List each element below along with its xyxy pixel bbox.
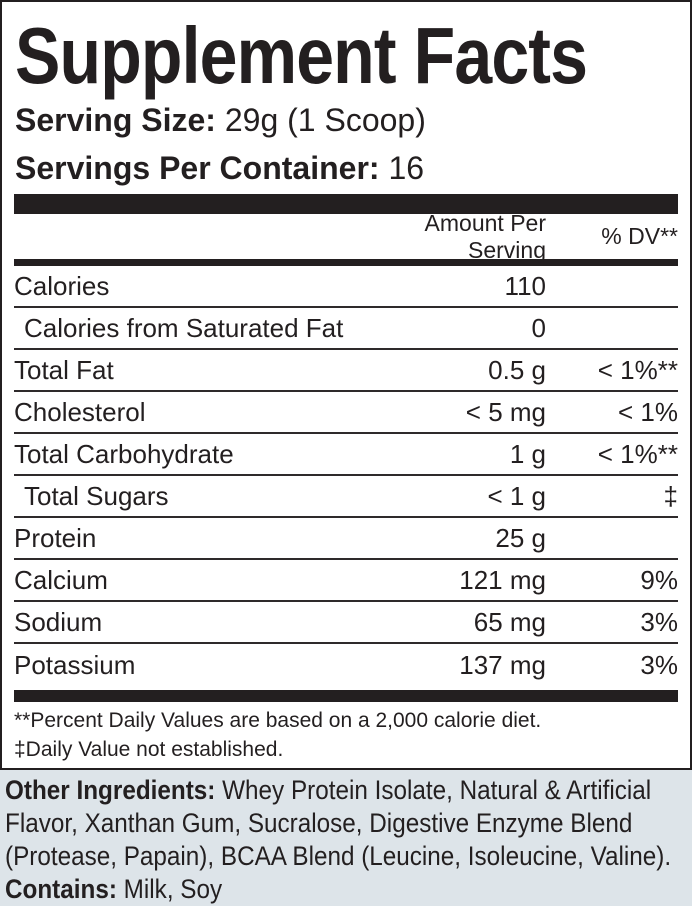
footnote-daily-values: **Percent Daily Values are based on a 2,…	[14, 709, 542, 732]
nutrient-amount: < 1 g	[487, 480, 546, 511]
top-divider-bar	[14, 194, 678, 214]
nutrient-name: Calcium	[14, 564, 108, 595]
contains-line: Contains: Milk, Soy	[5, 873, 687, 906]
percent-dv-header: % DV**	[601, 223, 678, 249]
nutrient-dv: 3%	[640, 606, 678, 637]
nutrient-row: Cholesterol < 5 mg < 1%	[14, 392, 678, 434]
amount-per-serving-header: Amount Per Serving	[424, 209, 546, 263]
nutrient-name: Total Carbohydrate	[14, 438, 234, 469]
nutrient-dv: < 1%**	[597, 438, 678, 469]
nutrient-name: Total Fat	[14, 354, 114, 385]
nutrient-amount: 110	[504, 270, 546, 301]
nutrient-row: Calories 110	[14, 266, 678, 308]
other-ingredients-inner: Other Ingredients: Whey Protein Isolate,…	[5, 774, 687, 906]
nutrient-row: Calories from Saturated Fat 0	[14, 308, 678, 350]
nutrient-name: Cholesterol	[14, 396, 146, 427]
servings-per-container-label: Servings Per Container:	[15, 150, 380, 186]
nutrient-dv: < 1%**	[597, 354, 678, 385]
nutrient-row: Protein 25 g	[14, 518, 678, 560]
header-divider-rule	[14, 259, 678, 266]
nutrient-amount: 121 mg	[459, 564, 546, 595]
nutrient-name: Sodium	[14, 606, 103, 637]
nutrient-amount: 137 mg	[459, 649, 546, 680]
nutrient-row: Total Fat 0.5 g < 1%**	[14, 350, 678, 392]
servings-per-container-value: 16	[388, 150, 425, 186]
nutrient-amount: 0	[531, 312, 546, 343]
servings-per-container-line: Servings Per Container: 16	[15, 148, 690, 188]
footnotes: **Percent Daily Values are based on a 2,…	[14, 706, 678, 764]
nutrient-dv: ‡	[663, 480, 678, 511]
other-ingredients-section: Other Ingredients: Whey Protein Isolate,…	[0, 770, 692, 906]
contains-value: Milk, Soy	[123, 874, 223, 904]
nutrient-row: Total Carbohydrate 1 g < 1%**	[14, 434, 678, 476]
nutrient-name: Potassium	[14, 649, 136, 680]
other-ingredients-label: Other Ingredients:	[5, 775, 216, 805]
nutrient-amount: 65 mg	[473, 606, 546, 637]
other-ingredients-text: Whey Protein Isolate, Natural & Artifici…	[5, 775, 672, 871]
nutrient-name: Total Sugars	[24, 480, 169, 511]
nutrient-name: Calories from Saturated Fat	[24, 312, 344, 343]
panel-title: Supplement Facts	[15, 11, 588, 100]
serving-size-label: Serving Size:	[15, 102, 216, 138]
supplement-facts-panel: Supplement Facts Serving Size: 29g (1 Sc…	[0, 0, 692, 770]
nutrient-amount: 1 g	[509, 438, 546, 469]
nutrient-amount: 25 g	[495, 522, 546, 553]
nutrient-row: Potassium 137 mg 3%	[14, 644, 678, 686]
nutrient-name: Protein	[14, 522, 97, 553]
table-header-row: Amount Per Serving % DV**	[14, 210, 678, 263]
contains-label: Contains:	[5, 874, 117, 904]
nutrient-row: Total Sugars < 1 g ‡	[14, 476, 678, 518]
nutrient-row: Sodium 65 mg 3%	[14, 602, 678, 644]
serving-size-line: Serving Size: 29g (1 Scoop)	[15, 100, 690, 140]
footnote-not-established: ‡Daily Value not established.	[14, 738, 284, 761]
nutrient-dv: 3%	[640, 649, 678, 680]
serving-size-value: 29g (1 Scoop)	[224, 102, 426, 138]
nutrient-row: Calcium 121 mg 9%	[14, 560, 678, 602]
nutrient-dv: < 1%	[618, 396, 678, 427]
nutrient-rows: Calories 110 Calories from Saturated Fat…	[2, 266, 690, 686]
nutrient-name: Calories	[14, 270, 110, 301]
bottom-divider-bar	[14, 690, 678, 702]
other-ingredients-paragraph: Other Ingredients: Whey Protein Isolate,…	[5, 774, 687, 873]
nutrient-amount: < 5 mg	[465, 396, 546, 427]
nutrient-amount: 0.5 g	[488, 354, 546, 385]
nutrient-dv: 9%	[640, 564, 678, 595]
